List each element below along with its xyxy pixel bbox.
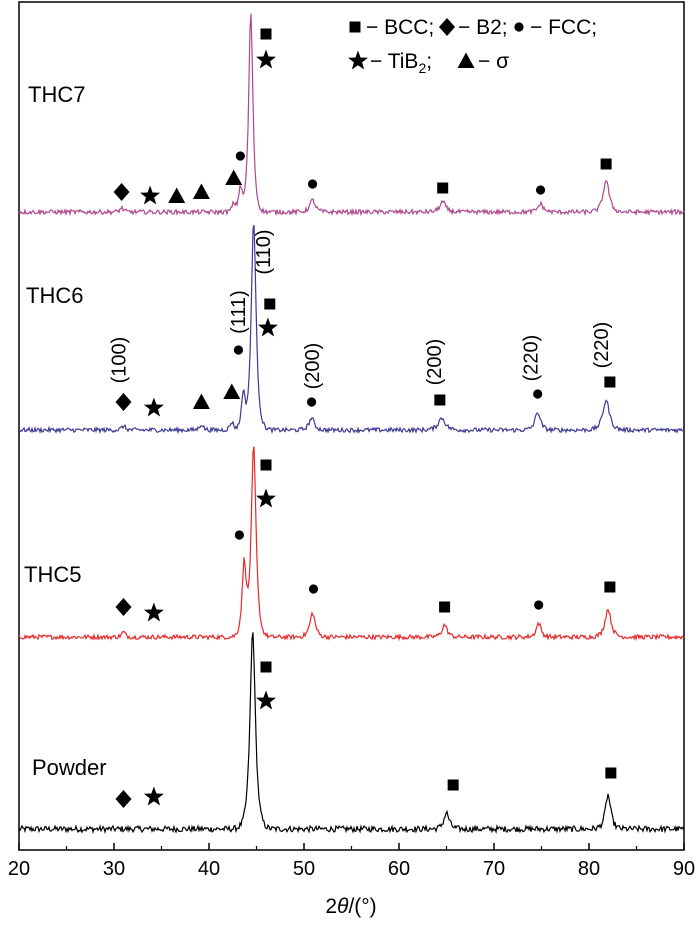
peak-index-label: (200) [424, 339, 446, 386]
legend-star-icon [348, 50, 368, 70]
star-marker [256, 690, 276, 710]
square-marker [600, 158, 612, 170]
peak-index-label: (200) [302, 343, 324, 390]
square-marker [264, 298, 276, 310]
series-powder-line [18, 632, 685, 835]
x-tick-label: 70 [483, 858, 505, 880]
legend-entry-label: − FCC; [530, 16, 597, 39]
star-marker [140, 185, 161, 205]
star-marker [256, 488, 276, 508]
legend-circle-icon [514, 22, 524, 32]
peak-index-label: (220) [591, 322, 613, 369]
circle-marker [533, 389, 543, 399]
x-axis-label: 2θ/(°) [325, 895, 376, 918]
x-axis: 20 30 40 50 60 70 80 90 [8, 843, 695, 880]
series-label-thc7: THC7 [28, 82, 85, 107]
star-marker [256, 49, 276, 69]
legend: − BCC; − B2; − FCC; − TiB2; − σ [348, 16, 597, 76]
diamond-marker [115, 790, 132, 808]
triangle-marker [192, 393, 210, 409]
circle-marker [235, 151, 245, 161]
square-marker [604, 581, 616, 593]
circle-marker [308, 584, 319, 594]
x-tick-label: 40 [198, 858, 220, 880]
peak-index-label: (111) [228, 290, 250, 334]
circle-marker [234, 530, 244, 540]
plot-frame [18, 1, 685, 851]
diamond-marker [115, 393, 132, 411]
legend-entry-label: − σ [478, 50, 509, 73]
square-marker [605, 767, 617, 779]
legend-entry-label: − TiB2; [370, 50, 432, 76]
triangle-marker [225, 169, 243, 185]
x-tick-label: 50 [293, 858, 315, 880]
series-label-thc6: THC6 [26, 283, 83, 308]
triangle-marker [223, 383, 241, 399]
marker-layer: Powder THC5 THC6 (100) (111)(110) (200) (200) (… [24, 28, 617, 808]
legend-square-icon [349, 21, 361, 33]
square-marker [604, 376, 616, 388]
series-label-powder: Powder [32, 755, 107, 780]
series-layer [18, 13, 685, 835]
circle-marker [233, 345, 244, 355]
peak-index-label: (220) [521, 335, 543, 382]
square-marker [260, 28, 272, 40]
circle-marker [307, 397, 317, 407]
legend-entry-label: − BCC; [366, 16, 434, 39]
circle-marker [535, 185, 546, 195]
x-tick-label: 20 [8, 858, 30, 880]
triangle-marker [192, 183, 210, 199]
x-tick-label: 30 [103, 858, 125, 880]
x-tick-label: 90 [673, 858, 695, 880]
square-marker [439, 601, 451, 613]
star-marker [143, 786, 164, 806]
legend-entry-label: − B2; [458, 16, 508, 39]
square-marker [260, 661, 272, 673]
legend-triangle-icon [457, 52, 475, 68]
legend-diamond-icon [439, 18, 455, 36]
series-thc6-line [18, 224, 685, 435]
star-marker [143, 397, 164, 417]
diamond-marker [113, 183, 130, 201]
circle-marker [534, 600, 544, 610]
series-thc7-line [18, 13, 685, 217]
square-marker [437, 182, 449, 194]
x-tick-label: 60 [388, 858, 410, 880]
peak-index-label: (110) [253, 229, 275, 274]
square-marker [447, 779, 459, 791]
x-tick-label: 80 [578, 858, 600, 880]
square-marker [260, 459, 272, 471]
star-marker [143, 602, 164, 622]
circle-marker [307, 179, 318, 189]
triangle-marker [168, 187, 186, 203]
star-marker [257, 317, 278, 337]
diamond-marker [115, 598, 132, 616]
series-label-thc5: THC5 [24, 562, 81, 587]
square-marker [434, 394, 446, 406]
series-thc5-line [18, 446, 685, 642]
peak-index-label: (100) [108, 337, 130, 384]
